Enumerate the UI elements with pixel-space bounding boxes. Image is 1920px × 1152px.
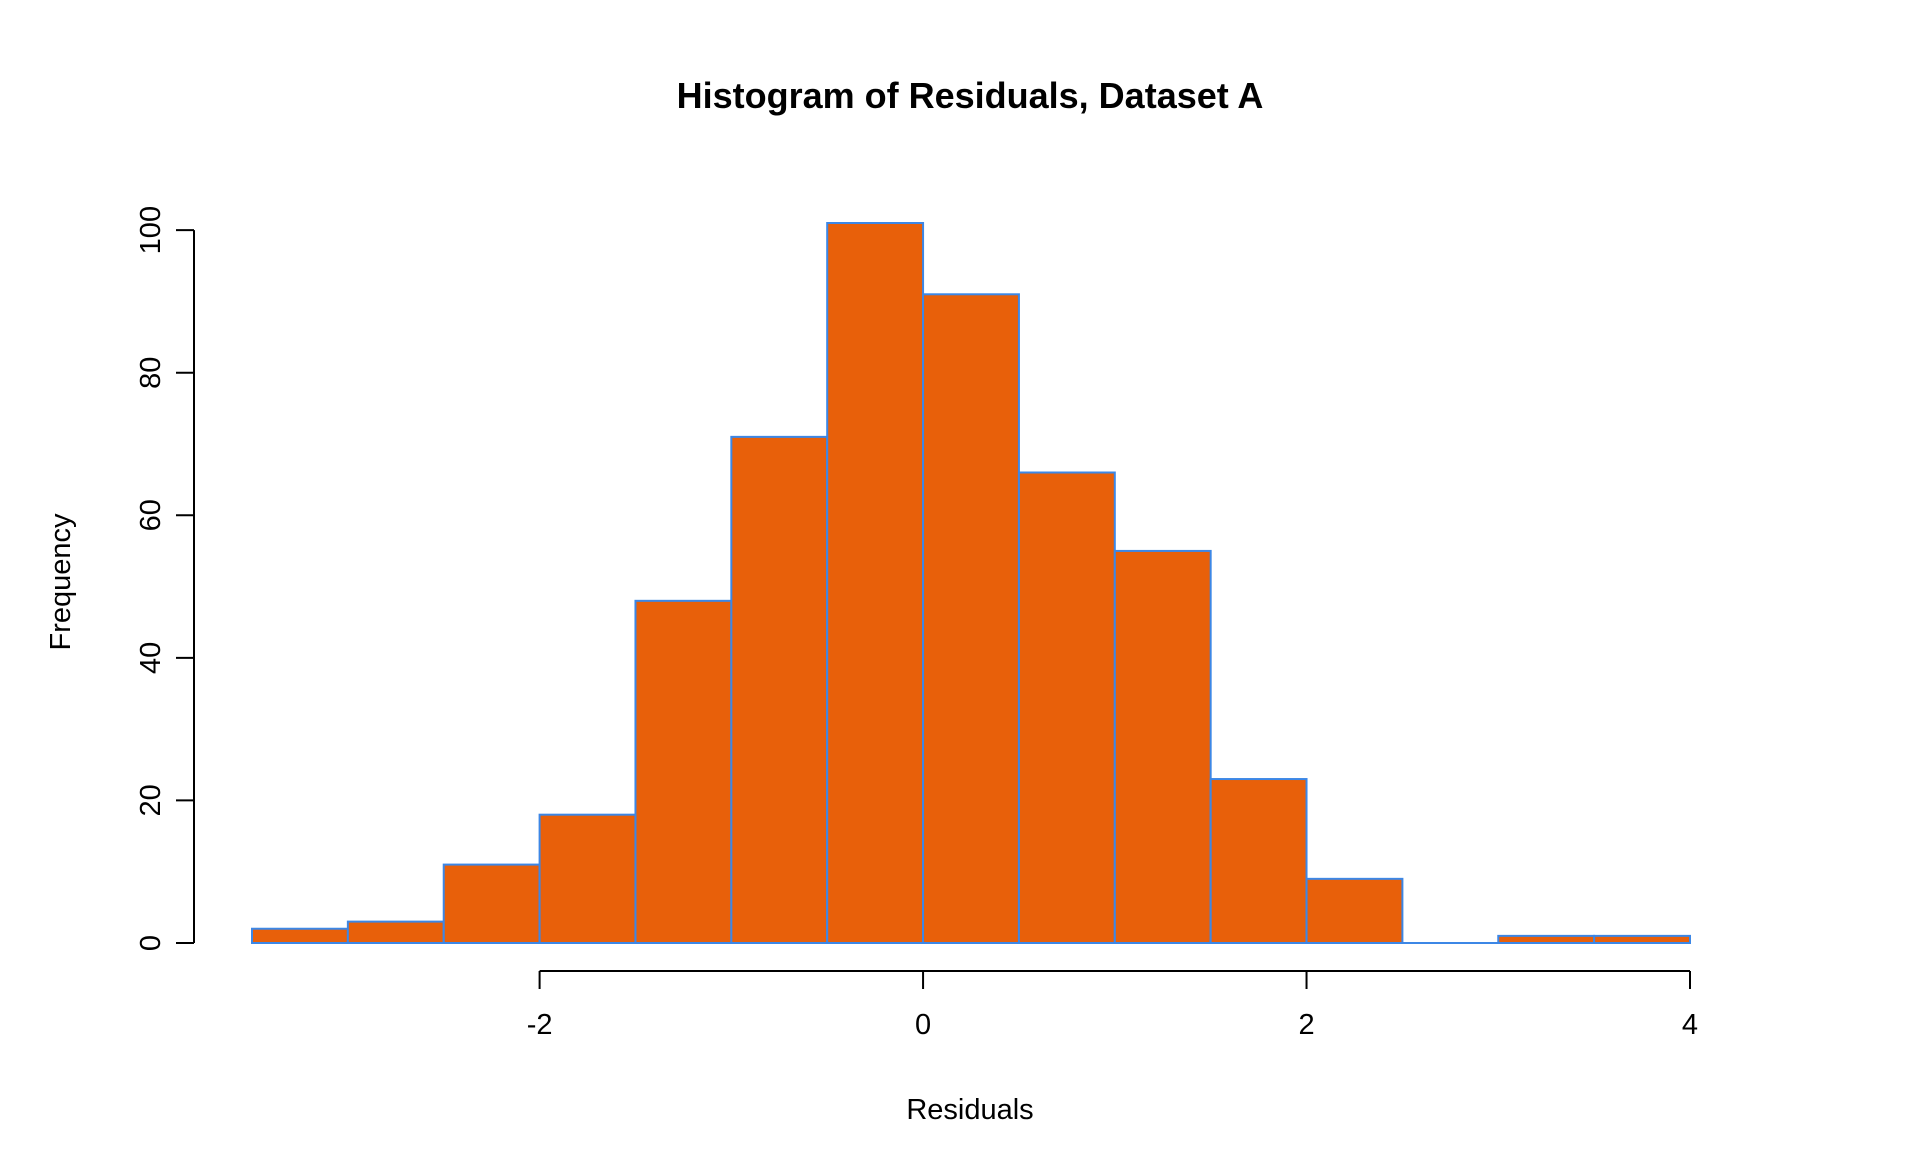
y-axis-label: Frequency bbox=[45, 513, 77, 651]
y-tick-label: 80 bbox=[135, 357, 167, 389]
histogram-bar bbox=[1497, 934, 1596, 944]
x-tick-label: 0 bbox=[915, 1009, 931, 1041]
bars-group bbox=[251, 222, 1691, 945]
histogram-bar bbox=[922, 293, 1020, 945]
histogram-bar bbox=[346, 920, 445, 945]
histogram-bar bbox=[538, 813, 637, 944]
y-tick-label: 20 bbox=[135, 784, 167, 816]
histogram-bar bbox=[634, 599, 733, 944]
histogram-bar bbox=[1209, 778, 1308, 945]
histogram-bar bbox=[442, 863, 541, 945]
y-tick-label: 100 bbox=[135, 206, 167, 254]
x-axis: -2 0 2 4 bbox=[527, 970, 1698, 1041]
x-tick-label: 4 bbox=[1682, 1009, 1698, 1041]
histogram-bar bbox=[1305, 877, 1404, 945]
histogram-bar bbox=[1593, 934, 1691, 944]
histogram-bar bbox=[251, 927, 349, 944]
histogram-bar bbox=[1017, 471, 1116, 944]
chart-title: Histogram of Residuals, Dataset A bbox=[677, 75, 1264, 116]
y-axis: 0 20 40 60 80 100 bbox=[135, 206, 195, 951]
y-tick-label: 40 bbox=[135, 642, 167, 674]
histogram-bar bbox=[730, 435, 829, 944]
y-tick-label: 60 bbox=[135, 499, 167, 531]
histogram-bar bbox=[1113, 549, 1212, 944]
x-tick-label: 2 bbox=[1298, 1009, 1314, 1041]
x-axis-label: Residuals bbox=[906, 1094, 1033, 1126]
x-tick-label: -2 bbox=[527, 1009, 553, 1041]
histogram-bar bbox=[826, 222, 925, 944]
y-tick-label: 0 bbox=[135, 935, 167, 951]
